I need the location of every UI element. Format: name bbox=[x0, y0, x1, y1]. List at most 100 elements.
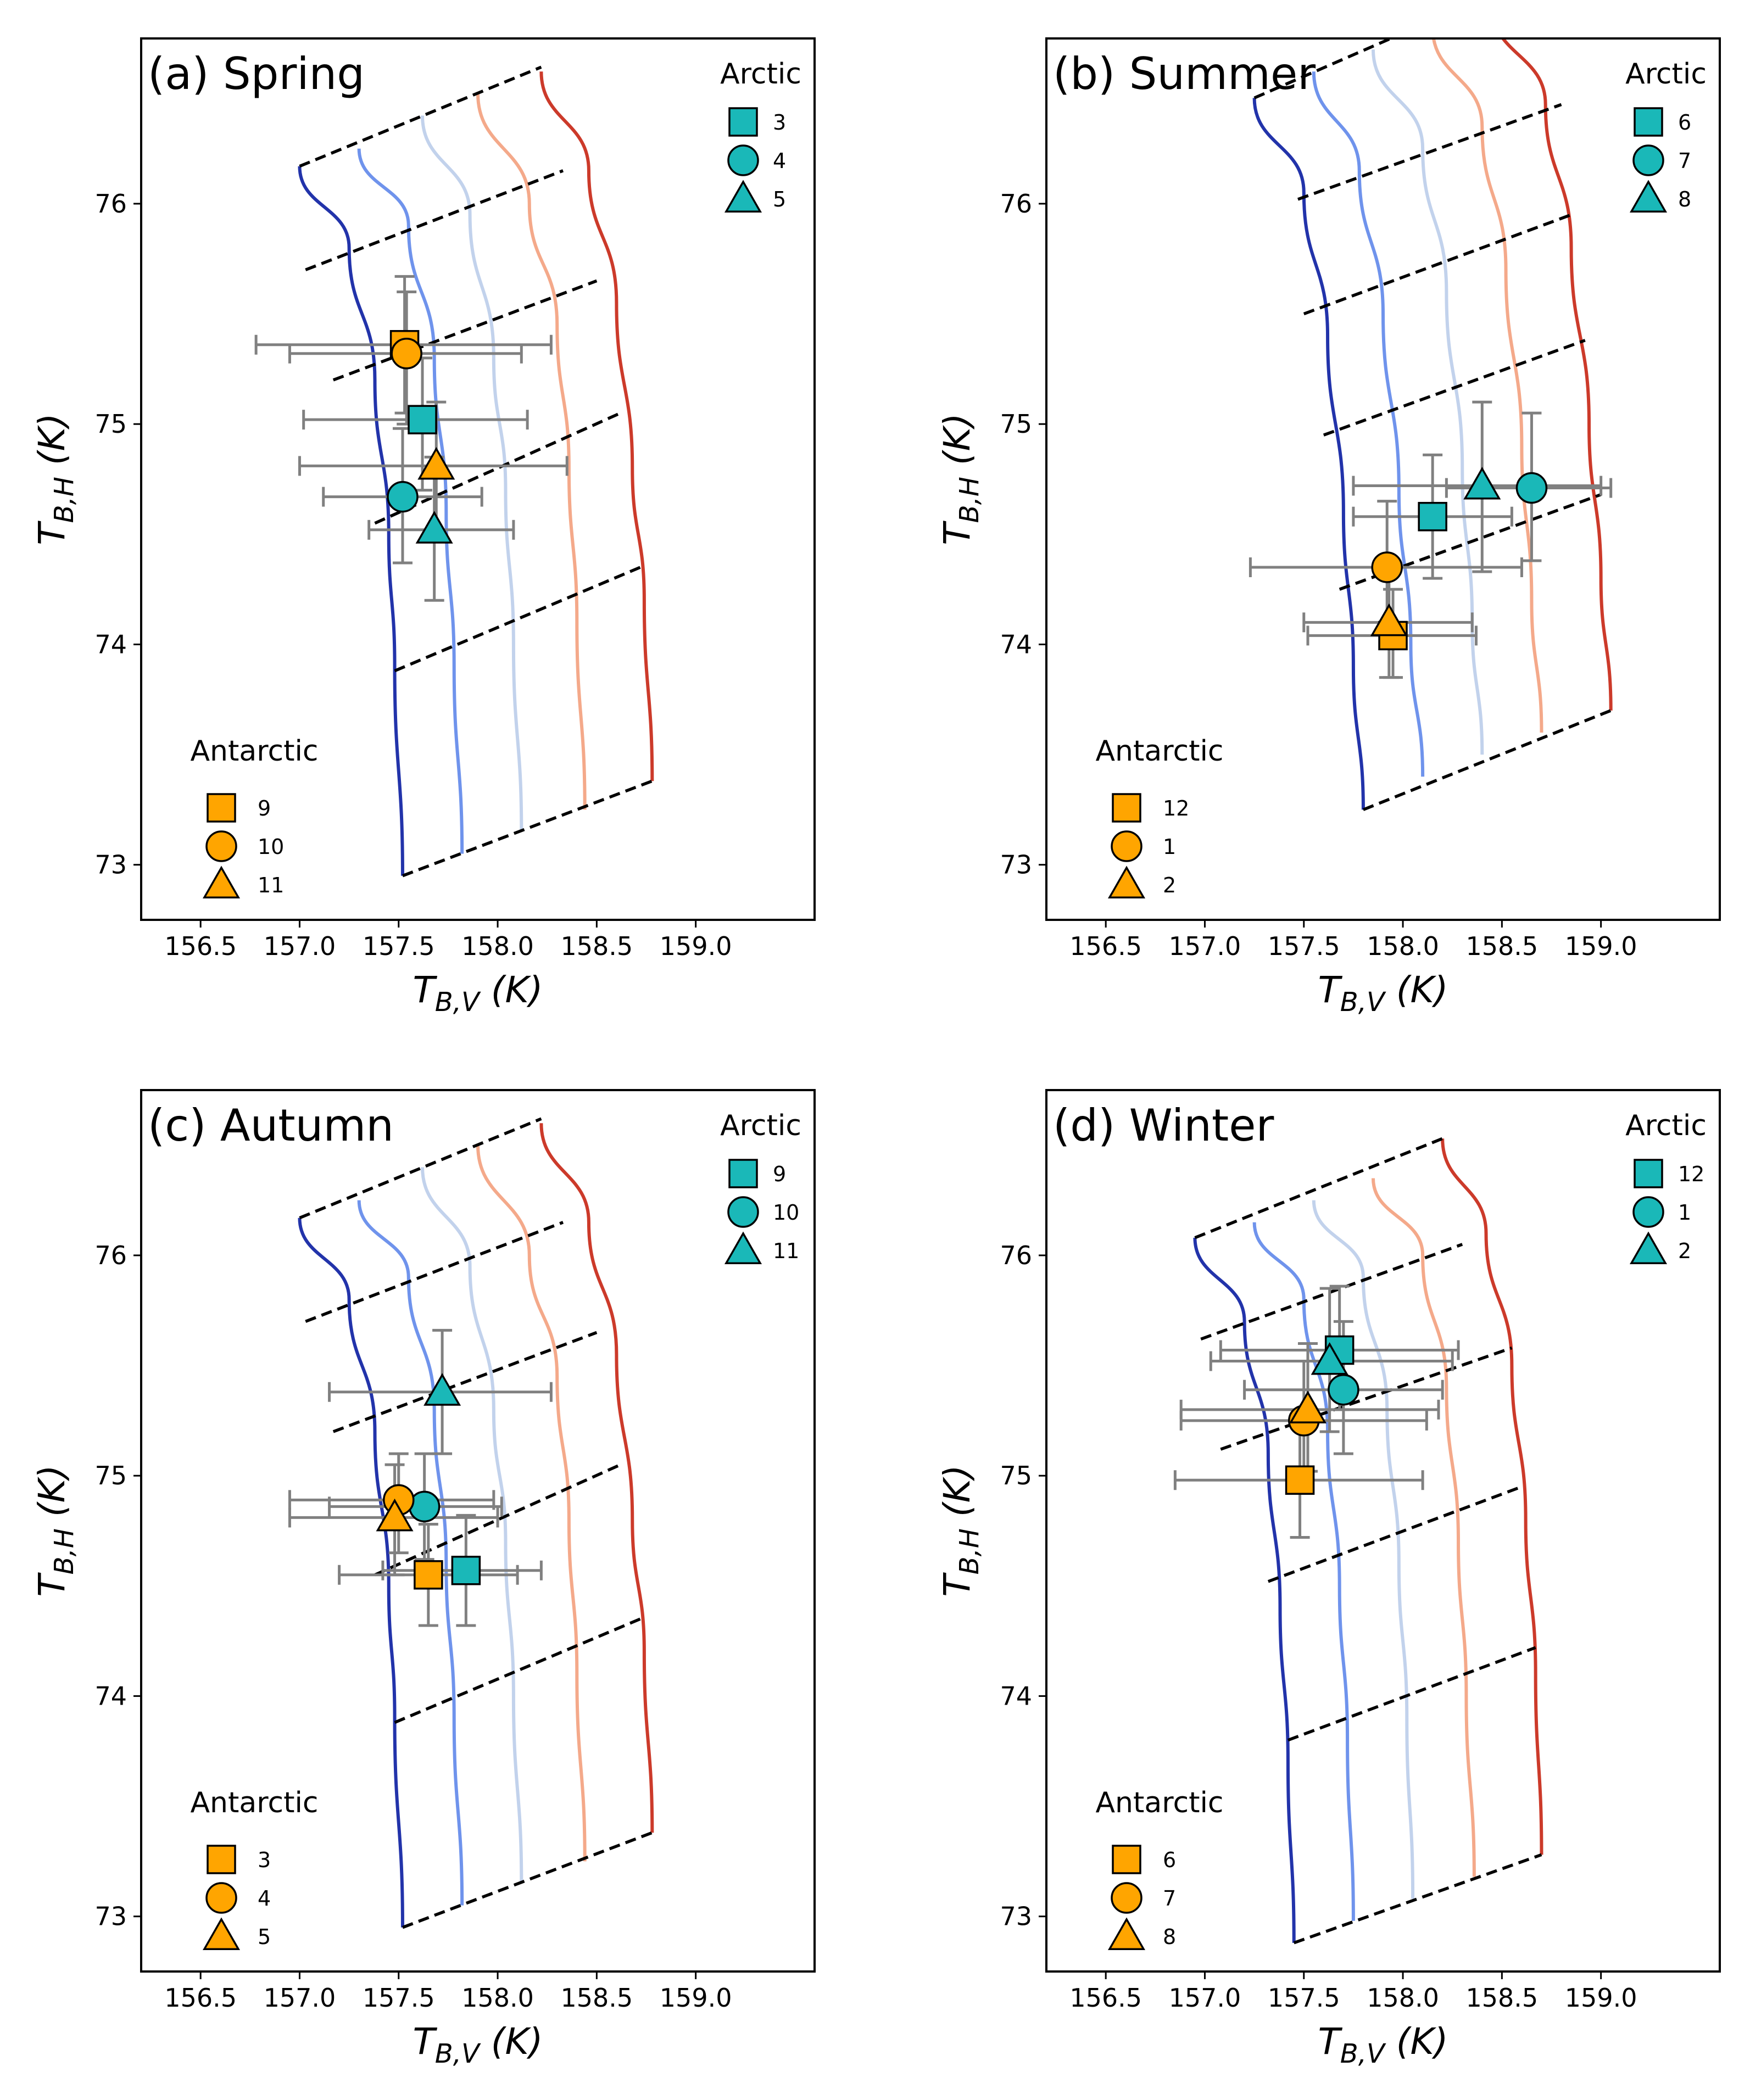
mesh-curve-2 bbox=[1371, 49, 1484, 755]
legend-arctic-entry: 6 bbox=[1678, 110, 1691, 135]
y-tick-label: 76 bbox=[94, 1241, 127, 1270]
legend-arctic-entry: 4 bbox=[773, 149, 786, 173]
data-point-antarctic-1 bbox=[1371, 551, 1403, 583]
y-tick-label: 74 bbox=[1000, 629, 1032, 659]
y-axis-label-unit: (K) bbox=[936, 1465, 978, 1528]
legend-antarctic-entry: 5 bbox=[258, 1925, 271, 1949]
mesh-curve-4 bbox=[539, 1123, 654, 1833]
y-tick-label: 73 bbox=[1000, 850, 1032, 880]
legend-arctic-marker-triangle bbox=[1629, 1231, 1668, 1264]
legend-antarctic-title: Antarctic bbox=[1095, 1786, 1223, 1819]
y-tick-label: 74 bbox=[94, 1681, 127, 1711]
x-tick-label: 158.5 bbox=[1466, 931, 1539, 961]
legend-antarctic-marker-circle bbox=[1111, 1882, 1142, 1914]
x-tick-label: 156.5 bbox=[1069, 1983, 1142, 2013]
x-axis-label-symbol: T bbox=[413, 969, 437, 1011]
plot-area bbox=[254, 65, 654, 878]
legend-antarctic-entry: 6 bbox=[1163, 1848, 1176, 1872]
legend-arctic-entry: 7 bbox=[1678, 149, 1691, 173]
legend-antarctic-title: Antarctic bbox=[190, 1786, 318, 1819]
mesh-dashed-line-2 bbox=[332, 1331, 598, 1433]
legend-arctic-marker-square bbox=[728, 107, 758, 137]
x-tick-label: 158.5 bbox=[561, 931, 633, 961]
y-tick-label: 73 bbox=[94, 1902, 127, 1931]
mesh-dashed-line-4 bbox=[1339, 493, 1602, 591]
plot-area bbox=[288, 1117, 654, 1929]
data-point-arctic-7 bbox=[1515, 472, 1548, 504]
plot-area bbox=[1173, 1137, 1543, 1945]
legend-arctic-title: Arctic bbox=[1625, 1109, 1707, 1142]
mesh-dashed-line-1 bbox=[305, 169, 564, 271]
data-point-antarctic-6 bbox=[1285, 1465, 1315, 1495]
x-tick-label: 158.5 bbox=[561, 1983, 633, 2013]
panel-b: 156.5 157.0 157.5 158.0 158.5 159.073747576TB… bbox=[936, 37, 1721, 1018]
mesh-curve-2 bbox=[1312, 1200, 1415, 1899]
mesh-curve-3 bbox=[476, 93, 587, 810]
plot-frame bbox=[140, 37, 816, 921]
mesh-curve-2 bbox=[421, 115, 523, 832]
legend-arctic-marker-circle bbox=[727, 144, 759, 176]
x-tick-label: 156.5 bbox=[164, 1983, 237, 2013]
data-point-antarctic-5 bbox=[376, 1498, 414, 1532]
x-axis-label: TB,V (K) bbox=[413, 969, 543, 1018]
x-axis-label-symbol: T bbox=[413, 2020, 437, 2063]
x-tick-label: 158.5 bbox=[1466, 1983, 1539, 2013]
plot-frame bbox=[1045, 1089, 1721, 1973]
mesh-dashed-line-0 bbox=[299, 65, 542, 168]
mesh-dashed-line-5 bbox=[402, 779, 653, 878]
legend-antarctic-entry: 7 bbox=[1163, 1886, 1176, 1911]
y-axis-label: TB,H (K) bbox=[936, 413, 985, 545]
legend-arctic-marker-square bbox=[1634, 1159, 1663, 1188]
x-tick-label: 156.5 bbox=[1069, 931, 1142, 961]
x-tick-label: 159.0 bbox=[1565, 931, 1637, 961]
legend-arctic-marker-square bbox=[1634, 107, 1663, 137]
legend-antarctic-entry: 1 bbox=[1163, 835, 1176, 859]
x-tick-label: 156.5 bbox=[164, 931, 237, 961]
x-axis-label-unit: (K) bbox=[480, 2020, 543, 2063]
panel-d: 156.5 157.0 157.5 158.0 158.5 159.073747576TB… bbox=[936, 1089, 1721, 2069]
legend-arctic-entry: 3 bbox=[773, 110, 786, 135]
y-axis-label-symbol: T bbox=[936, 521, 978, 545]
x-axis-label: TB,V (K) bbox=[1318, 2020, 1448, 2069]
y-axis-label: TB,H (K) bbox=[31, 413, 80, 545]
legend-arctic-entry: 2 bbox=[1678, 1239, 1691, 1263]
data-point-arctic-5 bbox=[415, 511, 453, 544]
legend-antarctic-title: Antarctic bbox=[190, 735, 318, 768]
data-point-arctic-2 bbox=[1311, 1342, 1348, 1375]
mesh-dashed-line-3 bbox=[1323, 339, 1586, 437]
legend-antarctic-marker-circle bbox=[205, 1882, 237, 1914]
x-tick-label: 157.5 bbox=[1268, 1983, 1340, 2013]
x-tick-label: 157.0 bbox=[264, 1983, 336, 2013]
y-axis-label-subscript: B,H bbox=[49, 477, 80, 523]
panel-title: (c) Autumn bbox=[148, 1100, 394, 1151]
y-axis-label-symbol: T bbox=[31, 521, 73, 545]
y-axis-label: TB,H (K) bbox=[936, 1465, 985, 1596]
y-tick-label: 73 bbox=[1000, 1902, 1032, 1931]
y-tick-label: 76 bbox=[1000, 1241, 1032, 1270]
x-axis-label-unit: (K) bbox=[480, 969, 543, 1011]
legend-antarctic-entry: 10 bbox=[258, 835, 284, 859]
y-tick-label: 74 bbox=[1000, 1681, 1032, 1711]
mesh-dashed-line-4 bbox=[394, 566, 641, 673]
panel-a: 156.5 157.0 157.5 158.0 158.5 159.073747576TB… bbox=[31, 37, 816, 1018]
x-tick-label: 158.0 bbox=[1367, 931, 1439, 961]
legend-antarctic-marker-triangle bbox=[1107, 1917, 1146, 1950]
data-point-antarctic-3 bbox=[414, 1560, 443, 1590]
y-axis-label-subscript: B,H bbox=[954, 1528, 985, 1574]
legend-antarctic-marker-square bbox=[207, 1845, 236, 1874]
y-tick-label: 75 bbox=[1000, 409, 1032, 439]
mesh-curve-1 bbox=[357, 148, 464, 854]
data-point-arctic-1 bbox=[1328, 1373, 1359, 1406]
y-axis-label-symbol: T bbox=[936, 1572, 978, 1597]
x-tick-label: 159.0 bbox=[1565, 1983, 1637, 2013]
legend-antarctic-entry: 2 bbox=[1163, 873, 1176, 897]
mesh-dashed-line-0 bbox=[1194, 1137, 1444, 1239]
y-tick-label: 73 bbox=[94, 850, 127, 880]
mesh-curve-2 bbox=[421, 1167, 523, 1884]
x-tick-label: 159.0 bbox=[660, 931, 732, 961]
y-axis-label-unit: (K) bbox=[31, 413, 73, 477]
y-axis-label-subscript: B,H bbox=[49, 1528, 80, 1574]
legend-arctic-entry: 11 bbox=[773, 1239, 799, 1263]
y-tick-label: 74 bbox=[94, 629, 127, 659]
legend-arctic-marker-circle bbox=[727, 1196, 759, 1228]
